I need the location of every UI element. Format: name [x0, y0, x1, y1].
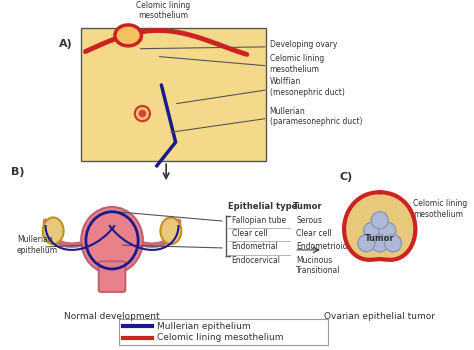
Text: A): A) [59, 39, 73, 49]
Polygon shape [85, 30, 247, 156]
Text: Endometrial: Endometrial [232, 242, 278, 251]
Text: Epithelial type: Epithelial type [228, 202, 297, 211]
Circle shape [364, 222, 381, 239]
Text: Tumor: Tumor [292, 202, 322, 211]
Text: Celomic lining
mesothelium: Celomic lining mesothelium [136, 1, 191, 20]
Text: Wolffian
(mesonephric duct): Wolffian (mesonephric duct) [270, 77, 345, 97]
Text: Serous: Serous [296, 216, 322, 225]
Circle shape [371, 212, 388, 229]
Text: Normal development: Normal development [64, 312, 160, 321]
FancyBboxPatch shape [81, 28, 266, 161]
Text: Fallopian tube: Fallopian tube [232, 216, 286, 225]
Text: Mullerian
epithelium: Mullerian epithelium [17, 236, 58, 255]
Ellipse shape [43, 217, 64, 244]
FancyBboxPatch shape [99, 261, 125, 292]
Text: Clear cell: Clear cell [296, 229, 332, 238]
Text: Endometrioid: Endometrioid [296, 242, 348, 251]
Text: Ovarian epithelial tumor: Ovarian epithelial tumor [324, 312, 435, 321]
Circle shape [384, 234, 401, 252]
Ellipse shape [115, 25, 141, 46]
Text: Celomic lining
mesothelium: Celomic lining mesothelium [270, 54, 324, 74]
Text: Celomic lining mesothelium: Celomic lining mesothelium [156, 333, 283, 342]
Ellipse shape [138, 110, 146, 117]
Circle shape [371, 234, 388, 252]
Text: Mucinous
Transitional: Mucinous Transitional [296, 256, 341, 275]
Text: Clear cell: Clear cell [232, 229, 267, 238]
Text: Tumor: Tumor [365, 234, 394, 243]
Text: Celomic lining
mesothelium: Celomic lining mesothelium [413, 199, 467, 219]
Polygon shape [344, 192, 415, 260]
Circle shape [379, 222, 396, 239]
Text: Developing ovary: Developing ovary [270, 40, 337, 49]
Text: B): B) [11, 167, 25, 177]
Ellipse shape [135, 106, 150, 121]
Text: Mullerian epithelium: Mullerian epithelium [156, 322, 250, 331]
Text: Mullerian
(paramesonephric duct): Mullerian (paramesonephric duct) [270, 107, 362, 126]
Text: Endocervical: Endocervical [232, 256, 281, 265]
Text: C): C) [340, 172, 353, 182]
Ellipse shape [160, 217, 182, 244]
Circle shape [358, 234, 375, 252]
Ellipse shape [81, 207, 143, 274]
